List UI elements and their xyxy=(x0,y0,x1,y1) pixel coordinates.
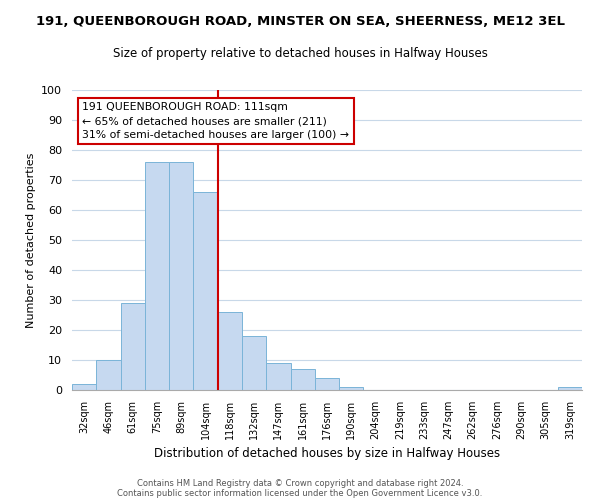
Bar xyxy=(193,192,218,390)
Text: 191, QUEENBOROUGH ROAD, MINSTER ON SEA, SHEERNESS, ME12 3EL: 191, QUEENBOROUGH ROAD, MINSTER ON SEA, … xyxy=(35,15,565,28)
Bar xyxy=(218,312,242,390)
Bar xyxy=(558,387,582,390)
Text: Contains public sector information licensed under the Open Government Licence v3: Contains public sector information licen… xyxy=(118,488,482,498)
Bar xyxy=(315,378,339,390)
Text: Size of property relative to detached houses in Halfway Houses: Size of property relative to detached ho… xyxy=(113,48,487,60)
Bar xyxy=(72,384,96,390)
Bar xyxy=(121,303,145,390)
Bar xyxy=(266,363,290,390)
Bar xyxy=(145,162,169,390)
Y-axis label: Number of detached properties: Number of detached properties xyxy=(26,152,36,328)
Bar xyxy=(339,387,364,390)
Bar xyxy=(169,162,193,390)
Text: Contains HM Land Registry data © Crown copyright and database right 2024.: Contains HM Land Registry data © Crown c… xyxy=(137,478,463,488)
Bar xyxy=(242,336,266,390)
Bar xyxy=(290,369,315,390)
X-axis label: Distribution of detached houses by size in Halfway Houses: Distribution of detached houses by size … xyxy=(154,448,500,460)
Bar xyxy=(96,360,121,390)
Text: 191 QUEENBOROUGH ROAD: 111sqm
← 65% of detached houses are smaller (211)
31% of : 191 QUEENBOROUGH ROAD: 111sqm ← 65% of d… xyxy=(82,102,349,140)
